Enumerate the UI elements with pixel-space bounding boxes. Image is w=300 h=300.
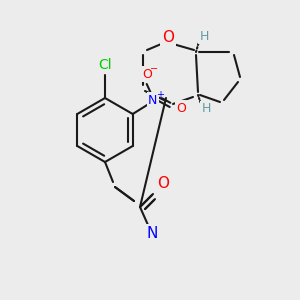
Text: H: H: [201, 103, 211, 116]
Text: N: N: [146, 226, 158, 241]
Text: O: O: [176, 101, 186, 115]
Text: O: O: [157, 176, 169, 191]
Text: −: −: [150, 64, 158, 74]
Text: Cl: Cl: [98, 58, 112, 72]
Text: H: H: [199, 29, 209, 43]
Text: +: +: [156, 90, 164, 100]
Text: O: O: [157, 176, 169, 191]
Text: O: O: [162, 29, 174, 44]
Text: O: O: [142, 68, 152, 80]
Text: N: N: [148, 94, 158, 106]
